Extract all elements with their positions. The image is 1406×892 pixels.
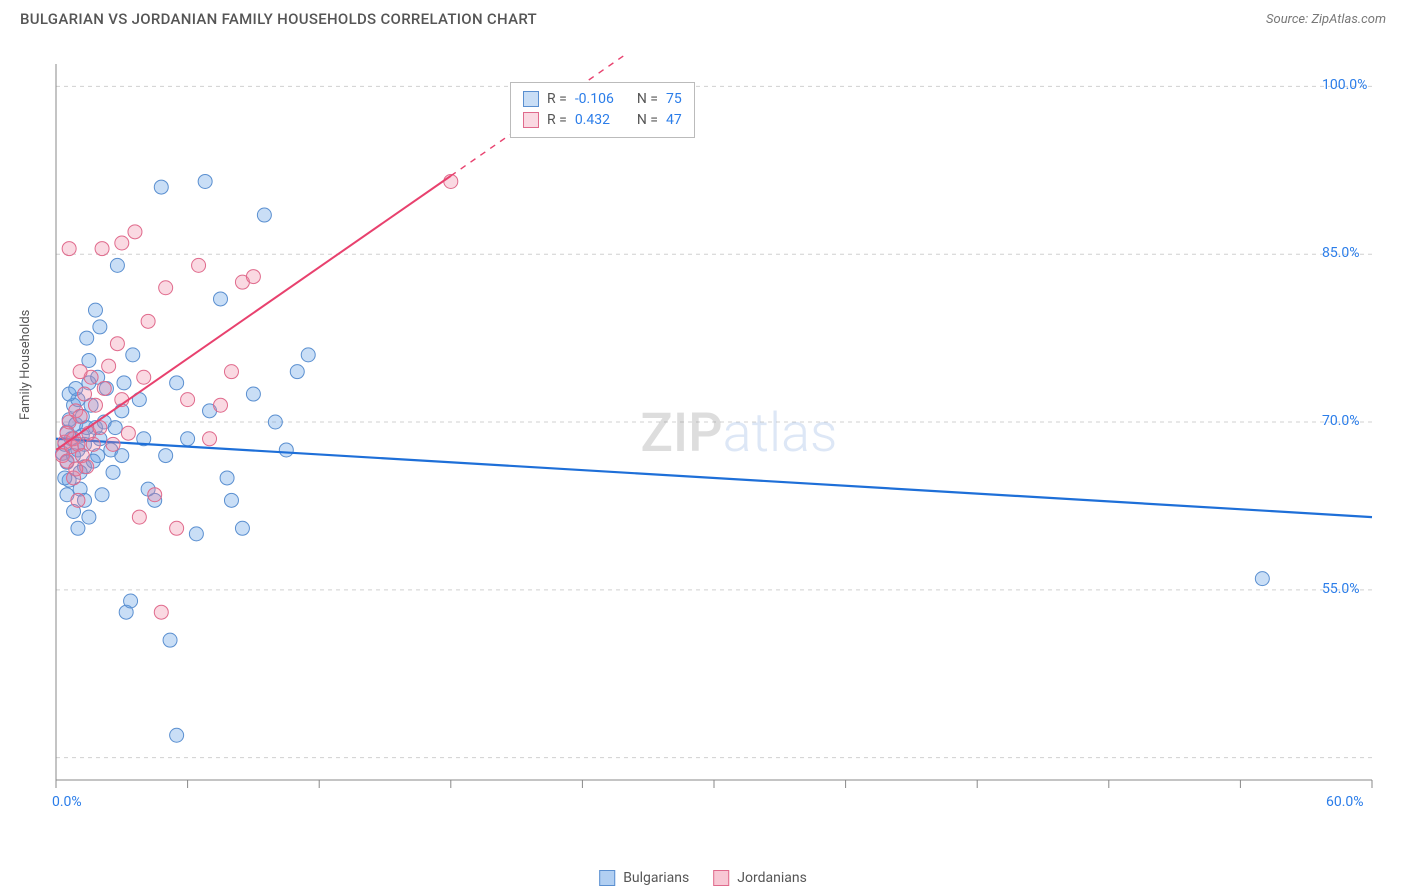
legend: Bulgarians Jordanians [599,870,807,886]
series-swatch [523,112,539,128]
legend-label: Jordanians [737,870,807,886]
legend-label: Bulgarians [623,870,689,886]
correlation-stats-box: R = -0.106 N = 75 R = 0.432 N = 47 [510,82,695,138]
n-label: N = [637,89,658,110]
source-name: ZipAtlas.com [1311,12,1386,27]
r-label: R = [547,89,567,110]
series-swatch [523,91,539,107]
legend-item: Jordanians [713,870,807,886]
y-tick-label: 55.0% [1322,581,1360,597]
stats-row: R = 0.432 N = 47 [523,110,682,131]
n-value: 75 [666,89,682,110]
y-tick-label: 70.0% [1322,413,1360,429]
x-tick-label: 60.0% [1326,794,1364,810]
chart-source: Source: ZipAtlas.com [1266,12,1386,27]
y-axis-label: Family Households [18,310,33,420]
y-tick-label: 100.0% [1322,77,1367,93]
scatter-chart [48,46,1388,806]
r-value: 0.432 [575,110,629,131]
chart-container: ZIPatlas R =-0.106N =75R =0.432N =47 55.… [48,46,1388,806]
legend-item: Bulgarians [599,870,689,886]
legend-swatch [713,870,729,886]
n-label: N = [637,110,658,131]
chart-title: BULGARIAN VS JORDANIAN FAMILY HOUSEHOLDS… [20,10,537,28]
r-label: R = [547,110,567,131]
source-prefix: Source: [1266,12,1311,27]
stats-row: R = -0.106 N = 75 [523,89,682,110]
r-value: -0.106 [575,89,629,110]
legend-swatch [599,870,615,886]
y-tick-label: 85.0% [1322,245,1360,261]
n-value: 47 [666,110,682,131]
x-tick-label: 0.0% [52,794,82,810]
chart-header: BULGARIAN VS JORDANIAN FAMILY HOUSEHOLDS… [0,0,1406,36]
